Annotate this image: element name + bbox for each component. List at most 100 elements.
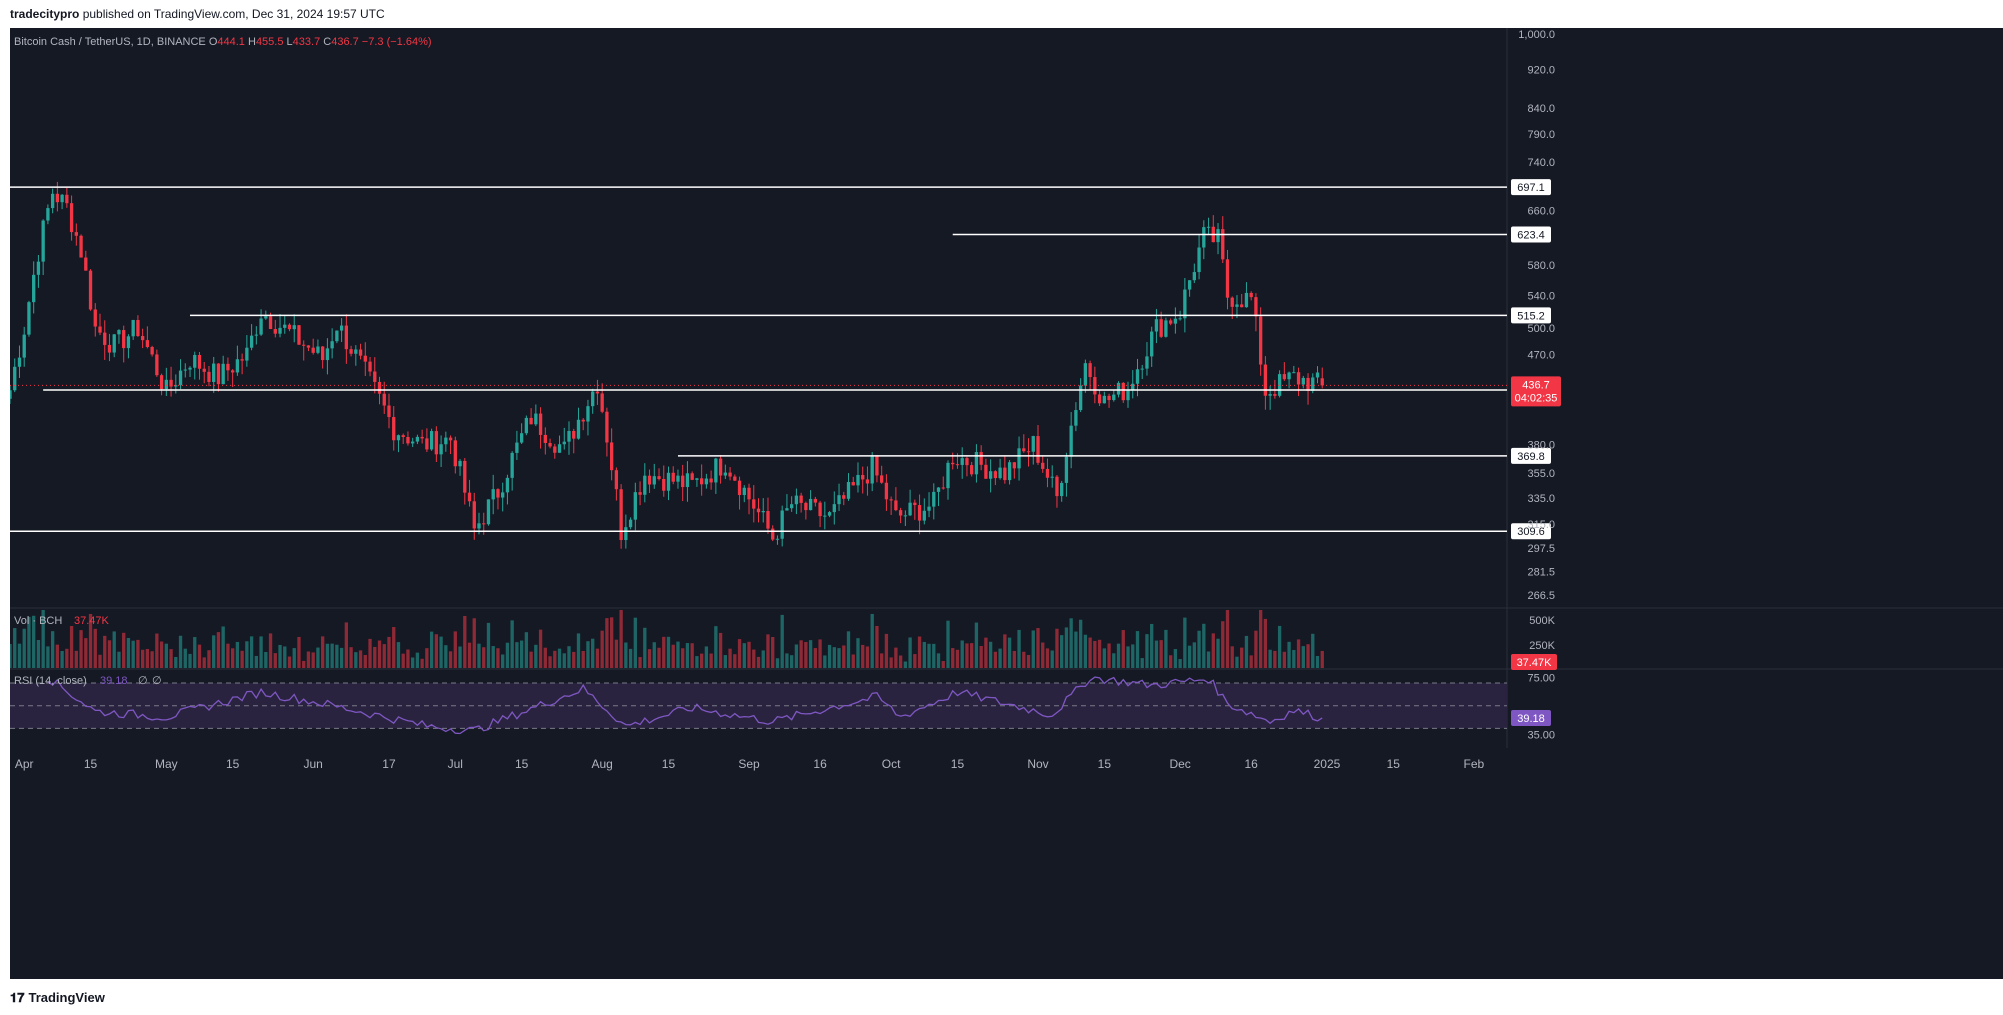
volume-bar <box>524 632 529 668</box>
candle <box>1216 223 1220 255</box>
candle <box>444 431 448 452</box>
time-tick-label: May <box>155 757 178 771</box>
legend-symbol: Bitcoin Cash / TetherUS, 1D, BINANCE <box>14 36 209 48</box>
candle <box>302 340 306 361</box>
candle-body <box>1078 385 1083 411</box>
candle <box>951 452 955 470</box>
volume-bar <box>316 647 320 668</box>
volume-bar <box>1045 648 1050 668</box>
candle <box>510 451 514 491</box>
volume-bar <box>1230 646 1234 668</box>
candle <box>728 467 732 481</box>
volume-bar <box>690 643 694 668</box>
candle <box>230 369 235 388</box>
volume-bar <box>1003 634 1007 668</box>
volume-bar <box>804 641 808 668</box>
candle <box>216 363 221 392</box>
candle <box>808 490 813 511</box>
candle-body <box>737 480 742 496</box>
time-tick-label: 15 <box>226 757 240 771</box>
candle-body <box>93 309 97 327</box>
volume-bar <box>1060 635 1064 668</box>
candle-body <box>557 444 562 453</box>
volume-bar <box>794 644 799 668</box>
candle <box>159 373 164 396</box>
time-tick-label: Jul <box>448 757 463 771</box>
candle-body <box>988 471 993 479</box>
legend-o-label: O <box>209 36 218 48</box>
candle <box>1277 370 1282 398</box>
volume-bar <box>1296 639 1301 668</box>
volume-bar <box>543 647 547 668</box>
candle-body <box>411 441 415 444</box>
candle-body <box>941 487 945 489</box>
volume-bar <box>1183 617 1187 668</box>
volume-bar <box>1311 633 1315 668</box>
price-tick-label: 790.0 <box>1527 129 1555 141</box>
level-label-box <box>1511 523 1551 540</box>
candle-body <box>846 482 851 499</box>
candle-body <box>742 487 746 496</box>
volume-bar <box>1320 650 1324 668</box>
candle <box>756 498 761 523</box>
level-label-box <box>1511 179 1551 196</box>
candle-body <box>1268 394 1272 396</box>
candle <box>126 334 131 359</box>
candle <box>131 319 135 340</box>
candle-body <box>169 379 173 387</box>
level-label-box <box>1511 226 1551 243</box>
candle <box>1088 360 1092 390</box>
candle-body <box>1306 377 1310 391</box>
candle-body <box>46 208 50 221</box>
candle-body <box>268 316 273 330</box>
candles-layer <box>10 181 1324 549</box>
chart-canvas[interactable]: 697.1623.4515.2432.0369.8309.6436.704:02… <box>10 28 2003 979</box>
candle-body <box>1173 318 1178 324</box>
volume-bar <box>458 646 462 668</box>
candle <box>1026 438 1031 467</box>
candle <box>140 328 145 349</box>
candle <box>311 338 315 355</box>
candle <box>913 499 917 520</box>
candle-body <box>927 506 931 511</box>
volume-bar <box>1197 630 1201 668</box>
volume-bar <box>775 658 780 668</box>
candle-body <box>1050 476 1054 478</box>
candle <box>358 343 363 360</box>
volume-bar <box>846 631 851 668</box>
volume-bar <box>979 645 983 668</box>
candle-body <box>951 462 955 465</box>
candle-body <box>297 325 301 345</box>
candle-body <box>339 325 344 331</box>
candle <box>1301 375 1305 389</box>
volume-bar <box>183 648 187 668</box>
volume-bar <box>174 656 178 668</box>
candle-body <box>482 523 486 525</box>
candle <box>13 358 17 393</box>
candle-body <box>50 193 55 209</box>
candle <box>1306 373 1310 405</box>
candle <box>733 474 737 482</box>
candle <box>145 326 150 349</box>
volume-bar <box>1126 646 1130 668</box>
time-tick-label: 16 <box>813 757 827 771</box>
volume-bar <box>188 653 192 668</box>
candle-body <box>955 464 960 466</box>
candle <box>780 505 784 547</box>
candle <box>742 485 746 503</box>
price-tick-label: 540.0 <box>1527 290 1555 302</box>
volume-bar <box>140 649 145 668</box>
candle <box>1107 393 1111 408</box>
volume-bar <box>392 627 396 668</box>
chart-area[interactable]: 697.1623.4515.2432.0369.8309.6436.704:02… <box>10 28 2003 979</box>
publisher-name[interactable]: tradecitypro <box>10 7 80 21</box>
volume-bar <box>572 651 576 668</box>
candle-body <box>856 474 860 486</box>
volume-bar <box>808 640 813 668</box>
candle-body <box>1230 297 1234 307</box>
volume-bar <box>1240 647 1244 668</box>
candle <box>363 342 367 376</box>
tradingview-logo[interactable]: 𝟏𝟕 TradingView <box>10 990 105 1006</box>
volume-bar <box>283 646 287 668</box>
candle-body <box>406 437 410 444</box>
